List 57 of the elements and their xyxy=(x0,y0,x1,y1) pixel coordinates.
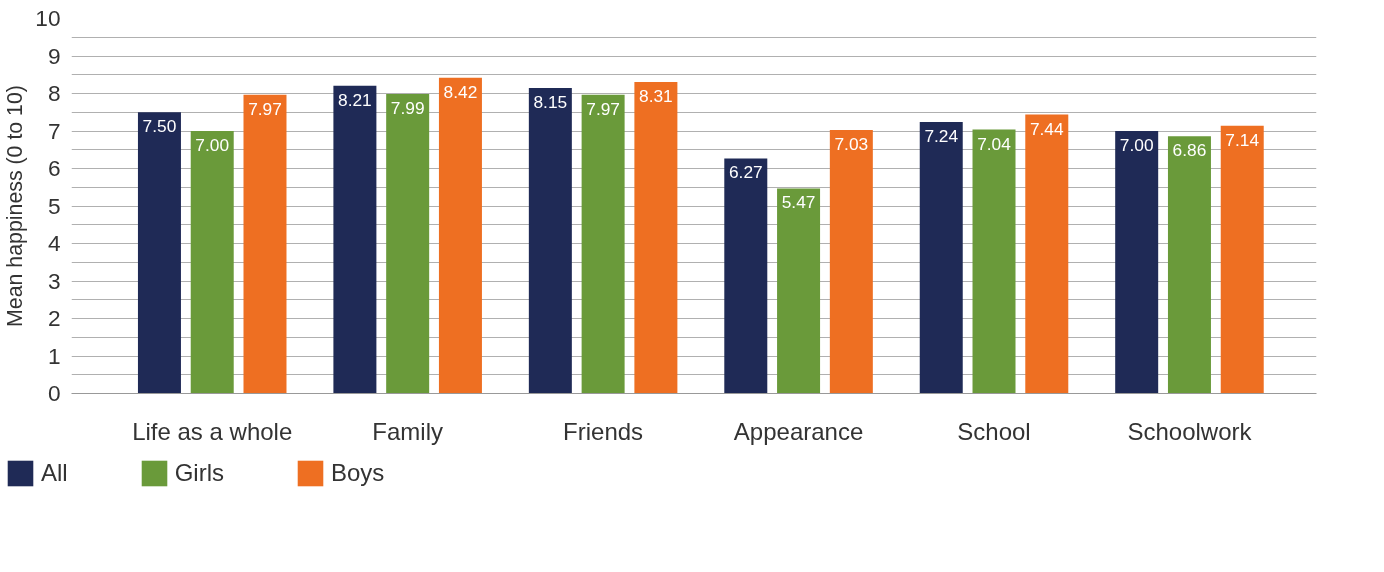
y-tick-label: 4 xyxy=(47,230,61,256)
x-tick-label: Friends xyxy=(563,417,644,445)
data-label: 7.14 xyxy=(1225,129,1260,150)
x-tick-label: Life as a whole xyxy=(132,417,293,445)
data-label: 5.47 xyxy=(781,192,816,213)
data-label: 7.99 xyxy=(390,97,425,118)
bar xyxy=(829,129,873,394)
bar xyxy=(190,131,234,394)
y-tick-label: 7 xyxy=(47,117,61,144)
data-label: 7.97 xyxy=(586,98,620,119)
bar xyxy=(1220,125,1264,394)
legend-label: Girls xyxy=(174,459,224,487)
x-tick-label: School xyxy=(957,417,1031,445)
bar xyxy=(1115,131,1159,394)
data-label: 8.21 xyxy=(338,89,372,110)
y-tick-label: 5 xyxy=(47,192,61,219)
bar xyxy=(1167,136,1211,394)
data-label: 6.27 xyxy=(728,162,763,183)
x-tick-label: Schoolwork xyxy=(1127,417,1253,445)
data-label: 7.50 xyxy=(142,116,177,137)
bar xyxy=(581,94,625,394)
legend-label: All xyxy=(41,459,68,487)
data-label: 7.03 xyxy=(834,133,869,154)
bar xyxy=(438,77,482,394)
bar xyxy=(777,188,821,394)
y-tick-label: 1 xyxy=(47,342,61,369)
data-label: 8.15 xyxy=(533,91,568,112)
x-tick-label: Appearance xyxy=(733,417,864,445)
y-tick-label: 0 xyxy=(47,380,61,406)
legend-label: Boys xyxy=(331,459,385,487)
data-label: 7.44 xyxy=(1029,118,1065,139)
data-label: 8.31 xyxy=(639,85,673,106)
bar xyxy=(243,94,287,394)
data-label: 7.97 xyxy=(248,98,282,119)
bar xyxy=(528,87,572,394)
x-tick-label: Family xyxy=(372,417,444,445)
bar xyxy=(137,112,181,394)
data-label: 8.42 xyxy=(443,81,478,102)
bar xyxy=(634,81,678,394)
data-label: 7.00 xyxy=(195,135,230,155)
bar xyxy=(972,129,1016,394)
y-axis-title: Mean happiness (0 to 10) xyxy=(3,85,28,327)
y-tick-label: 10 xyxy=(35,5,61,31)
data-label: 7.04 xyxy=(977,133,1012,154)
y-tick-label: 9 xyxy=(47,42,61,69)
bar xyxy=(919,122,963,394)
bar xyxy=(386,93,430,394)
data-label: 7.00 xyxy=(1119,135,1154,155)
y-tick-label: 6 xyxy=(47,155,61,181)
bar xyxy=(333,85,377,394)
y-tick-label: 2 xyxy=(47,305,61,331)
bar xyxy=(724,158,768,394)
data-label: 6.86 xyxy=(1172,140,1207,161)
bar xyxy=(1025,114,1069,394)
data-label: 7.24 xyxy=(924,126,959,146)
y-tick-label: 8 xyxy=(47,80,61,106)
y-tick-label: 3 xyxy=(47,267,61,294)
